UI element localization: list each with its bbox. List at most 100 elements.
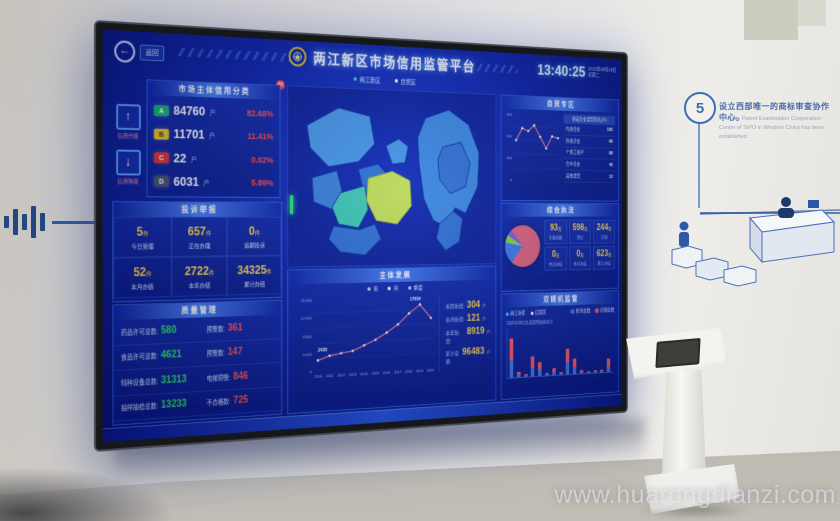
enforcement-stat-cell: 598万 登记	[569, 219, 592, 244]
map-indicator-bar	[289, 195, 294, 215]
first-point-label: 2438	[317, 347, 328, 354]
random-inspection-panel: 双随机监管 两江新区 自贸区 检查总数 问题总数 2020年08月各监管所抽查统…	[500, 290, 620, 401]
bar	[600, 369, 604, 373]
ftz-line-chart	[513, 112, 561, 182]
wall-line-left	[52, 221, 98, 224]
tab-ftz[interactable]: 自贸区	[394, 76, 416, 86]
development-stat-row: 本年新增: 8919 户	[445, 325, 491, 345]
enforcement-pie-chart	[497, 216, 548, 276]
wall-step-subtitle: The only Patent Examination Cooperation …	[719, 116, 825, 140]
wall-step-number: 5	[684, 92, 716, 124]
floor-shadow	[0, 468, 170, 521]
axis-tick: 2011	[326, 373, 334, 379]
grade-unit: 户	[209, 110, 216, 117]
clock-week: 星期二	[588, 72, 600, 79]
grade-unit: 户	[209, 133, 215, 141]
ftz-list-row: 合伙企业 45	[563, 158, 615, 172]
legend-issues: 问题总数	[595, 307, 614, 314]
free-trade-zone-panel: 自贸专区 300 200 100 0 新设企业类型排名(户) 内资企业 182 外资企业 9…	[500, 94, 620, 202]
development-line-chart	[314, 295, 434, 375]
district-map[interactable]	[288, 86, 495, 266]
legend-dot-icon	[407, 285, 411, 290]
axis-tick: 2017	[393, 369, 402, 375]
grade-percent: 11.41%	[247, 131, 274, 142]
grade-count: 11701	[173, 127, 205, 142]
legend-inspections: 检查总数	[571, 308, 590, 315]
platform-emblem-icon	[289, 46, 308, 68]
stacked-bar-chart	[506, 324, 614, 379]
bar	[586, 371, 591, 374]
legend-dot-icon	[387, 286, 392, 290]
complaint-cell: 657件 正在办理	[171, 216, 228, 257]
complaint-cell: 0件 逾期投诉	[227, 216, 282, 257]
complaint-cell: 5件 今日受理	[113, 216, 172, 258]
axis-tick: 8,000	[302, 333, 312, 339]
y-axis-labels: 16,000 12,000 8,000 4,000 0	[292, 298, 314, 376]
grade-percent: 82.68%	[246, 108, 274, 119]
bar	[552, 367, 556, 376]
development-stat-row: 本周新增: 304 户	[445, 299, 487, 311]
toggle-dot-icon	[530, 311, 534, 315]
bar	[523, 373, 528, 377]
tab-liangjiang[interactable]: 两江新区	[353, 74, 381, 85]
waveform-decor	[4, 206, 45, 238]
development-stat-row: 本月新增: 121 户	[445, 312, 487, 324]
legend-year[interactable]: 年	[367, 284, 378, 293]
legend-month[interactable]: 月	[387, 284, 398, 292]
ftz-list-row: 个体工商户 88	[563, 147, 615, 160]
development-stat-row: 累计总量: 96483 户	[445, 345, 491, 366]
toggle-liangjiang[interactable]: 两江新区	[505, 310, 526, 317]
bar	[559, 371, 563, 375]
credit-row-c: C 22 户 0.02%	[153, 151, 274, 167]
axis-tick: 300	[506, 112, 512, 117]
legend-label: 季度	[413, 285, 423, 292]
quality-management-panel: 质量管理 药品许可总数: 580 预警数: 361 食品许可总数: 4621 预警数: 147…	[112, 299, 283, 426]
axis-tick: 16,000	[300, 297, 312, 303]
toggle-ftz[interactable]: 自贸区	[530, 309, 546, 316]
enforcement-stat-cell: 244万 注销	[593, 219, 615, 244]
enforcement-stat-cell: 0万 本日办结	[544, 246, 567, 271]
axis-tick: 0	[510, 177, 512, 182]
legend-label: 问题总数	[600, 307, 615, 314]
tab-dot-icon	[353, 77, 357, 81]
waveform-bar	[40, 213, 45, 231]
enforcement-panel: 综合执法 93万 年报总数 598万 登记 244万 注销 0万 本日办结 0万 本月办结 623万…	[497, 202, 620, 292]
complaint-report-panel: 投诉举报 5件 今日受理 657件 正在办理 0件 逾期投诉 52件 本月办结 2722件 本年办…	[112, 201, 283, 303]
bar	[579, 369, 584, 374]
axis-tick: 200	[506, 133, 512, 139]
complaint-cell: 2722件 本年办结	[171, 256, 228, 297]
toggle-dot-icon	[505, 312, 509, 316]
grade-unit: 户	[190, 156, 197, 164]
bar	[509, 338, 514, 378]
entity-development-panel: 主体发展 年 月 季度 16,000 12,000 8,000 4,000 0 2438…	[287, 265, 497, 415]
axis-tick: 2018	[404, 368, 413, 374]
tab-dot-icon	[394, 79, 399, 83]
led-display: ← 返回 两江新区市场信用监管平台 13:40:25 2020年08月18日 星…	[94, 20, 628, 452]
down-arrow-icon: ↓	[115, 149, 141, 176]
grade-badge: A	[153, 104, 169, 116]
bar	[566, 348, 570, 375]
grade-count: 84760	[173, 103, 206, 119]
bar	[531, 356, 535, 377]
waveform-bar	[4, 216, 9, 228]
bar	[538, 362, 542, 377]
legend-label: 检查总数	[575, 308, 591, 315]
credit-classification-panel: 市场主体信用分类 A 84760 户 82.68% B 11701 户 11.4…	[146, 79, 281, 199]
axis-tick: 2013	[348, 371, 357, 377]
axis-tick: 100	[506, 155, 512, 161]
bar	[593, 369, 597, 373]
panel-title: 投诉举报	[113, 202, 282, 217]
bar	[516, 371, 521, 378]
legend-square-icon	[595, 308, 599, 313]
credit-row-a: A 84760 户 82.68%	[153, 103, 274, 120]
waveform-bar	[22, 214, 27, 230]
grade-count: 22	[173, 151, 187, 166]
axis-tick: 2019	[415, 368, 424, 374]
downgrade-label: 信用降级	[117, 179, 139, 186]
service-desk-illustration	[671, 197, 840, 287]
toggle-label: 两江新区	[510, 310, 526, 317]
axis-tick: 0	[309, 369, 312, 375]
axis-tick: 12,000	[300, 315, 312, 321]
legend-quarter[interactable]: 季度	[407, 283, 423, 292]
axis-tick: 2015	[371, 370, 380, 376]
